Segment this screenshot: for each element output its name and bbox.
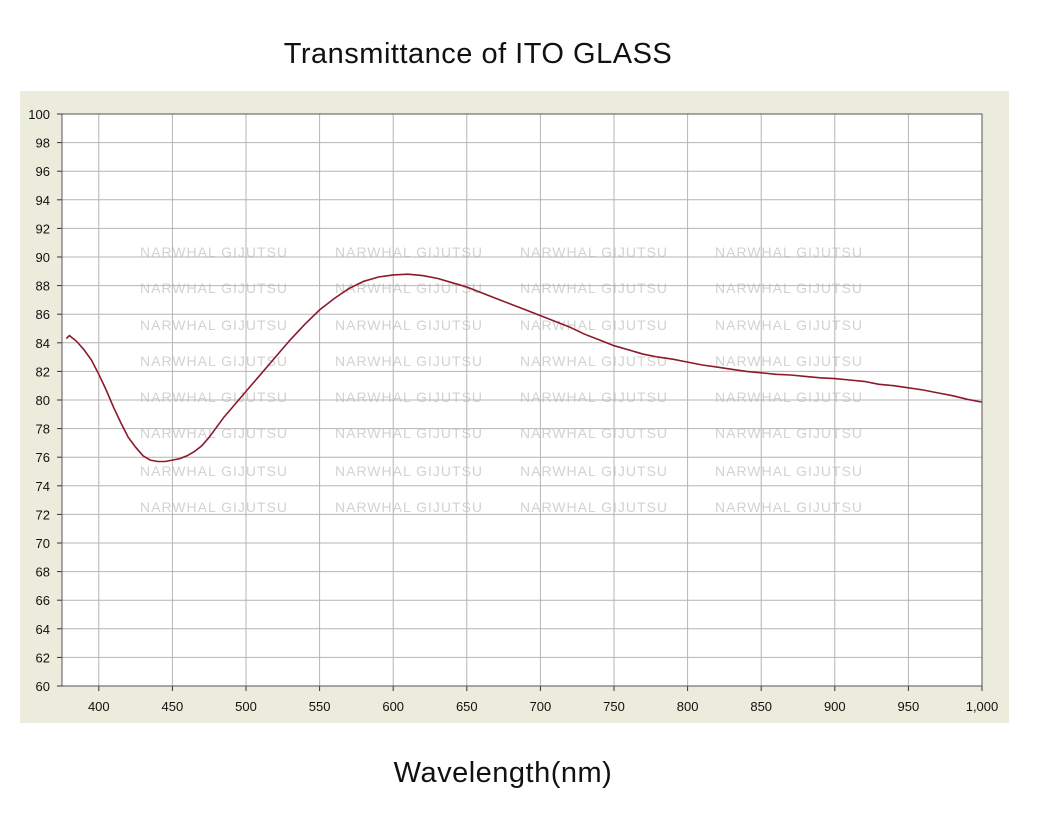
watermark-text: NARWHAL GIJUTSU [520,463,668,479]
x-tick-label: 450 [162,699,184,714]
x-tick-label: 1,000 [966,699,999,714]
plot-border [61,113,983,687]
y-tick-label: 62 [36,650,50,665]
watermark-text: NARWHAL GIJUTSU [140,244,288,260]
watermark-text: NARWHAL GIJUTSU [335,425,483,441]
y-tick-label: 90 [36,250,50,265]
x-tick-label: 750 [603,699,625,714]
y-tick-label: 100 [28,107,50,122]
watermark-text: NARWHAL GIJUTSU [715,499,863,515]
watermark-text: NARWHAL GIJUTSU [335,499,483,515]
watermark-text: NARWHAL GIJUTSU [335,280,483,296]
y-tick-label: 64 [36,622,50,637]
watermark-text: NARWHAL GIJUTSU [715,353,863,369]
y-tick-label: 70 [36,536,50,551]
transmittance-line [65,273,983,463]
watermark-text: NARWHAL GIJUTSU [140,317,288,333]
x-tick-label: 650 [456,699,478,714]
y-tick-label: 92 [36,221,50,236]
y-tick-label: 72 [36,507,50,522]
watermark-text: NARWHAL GIJUTSU [715,317,863,333]
watermark-text: NARWHAL GIJUTSU [715,463,863,479]
grid-layer [62,113,983,687]
x-tick-label: 700 [530,699,552,714]
watermark-text: NARWHAL GIJUTSU [520,389,668,405]
x-tick-label: 950 [898,699,920,714]
y-tick-label: 74 [36,479,50,494]
x-tick-label: 800 [677,699,699,714]
watermark-text: NARWHAL GIJUTSU [335,244,483,260]
watermark-text: NARWHAL GIJUTSU [335,463,483,479]
watermark-text: NARWHAL GIJUTSU [520,317,668,333]
x-tick-label: 900 [824,699,846,714]
y-tick-label: 86 [36,307,50,322]
watermark-text: NARWHAL GIJUTSU [715,389,863,405]
watermark-text: NARWHAL GIJUTSU [140,463,288,479]
watermark-text: NARWHAL GIJUTSU [715,280,863,296]
x-tick-label: 850 [750,699,772,714]
watermark-text: NARWHAL GIJUTSU [520,425,668,441]
watermark-text: NARWHAL GIJUTSU [520,353,668,369]
x-tick-label: 400 [88,699,110,714]
y-tick-label: 60 [36,679,50,694]
watermark-text: NARWHAL GIJUTSU [520,244,668,260]
watermark-text: NARWHAL GIJUTSU [140,425,288,441]
watermark-text: NARWHAL GIJUTSU [715,244,863,260]
watermark-text: NARWHAL GIJUTSU [715,425,863,441]
x-axis-label: Wavelength(nm) [393,757,613,789]
y-tick-label: 78 [36,422,50,437]
y-tick-label: 76 [36,450,50,465]
watermark-text: NARWHAL GIJUTSU [520,499,668,515]
y-tick-label: 96 [36,164,50,179]
y-tick-label: 98 [36,136,50,151]
watermark-text: NARWHAL GIJUTSU [140,280,288,296]
y-tick-label: 68 [36,565,50,580]
watermark-text: NARWHAL GIJUTSU [140,353,288,369]
x-tick-label: 500 [235,699,257,714]
watermark-text: NARWHAL GIJUTSU [335,353,483,369]
y-tick-label: 94 [36,193,50,208]
y-tick-label: 88 [36,279,50,294]
x-tick-label: 550 [309,699,331,714]
watermark-text: NARWHAL GIJUTSU [520,280,668,296]
tick-layer: 400 450 500 550 600 650 700 750 800 850 900 950 1,00… [28,107,998,714]
watermark-text: NARWHAL GIJUTSU [140,389,288,405]
watermark-text: NARWHAL GIJUTSU [335,389,483,405]
y-tick-label: 66 [36,593,50,608]
x-tick-label: 600 [382,699,404,714]
watermark-layer: NARWHAL GIJUTSU NARWHAL GIJUTSU NARWHAL GI… [140,244,863,515]
watermark-text: NARWHAL GIJUTSU [140,499,288,515]
y-tick-label: 82 [36,364,50,379]
y-tick-label: 84 [36,336,50,351]
y-tick-label: 80 [36,393,50,408]
chart-title: Transmittance of ITO GLASS [283,38,673,70]
watermark-text: NARWHAL GIJUTSU [335,317,483,333]
